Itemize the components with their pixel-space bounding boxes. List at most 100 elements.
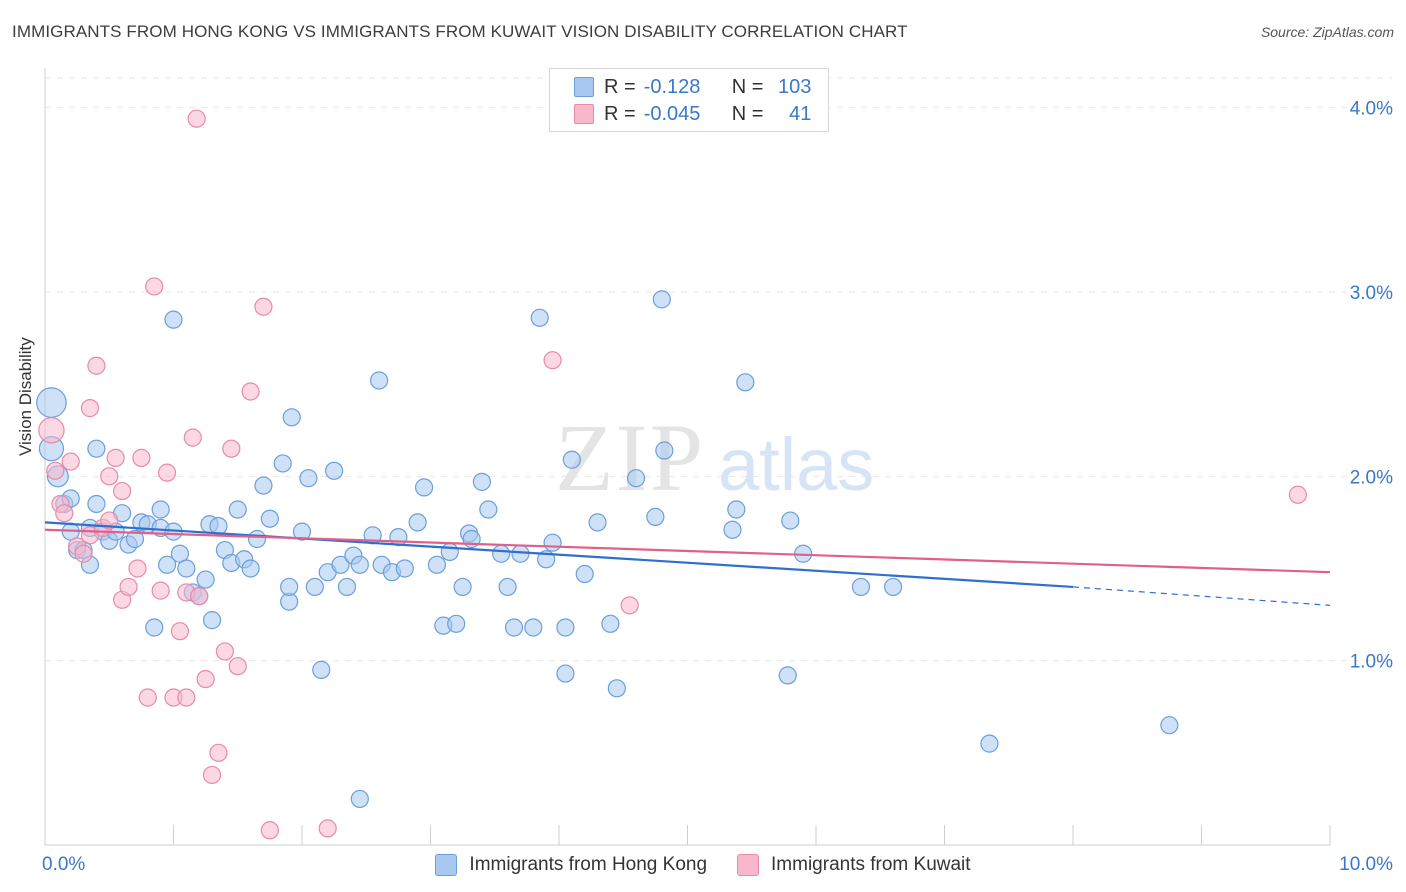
hong-kong-point — [331, 555, 350, 574]
kuwait-point — [620, 596, 639, 615]
legend-swatch-hong-kong — [574, 77, 594, 97]
kuwait-point — [119, 577, 138, 597]
hong-kong-point — [337, 577, 357, 597]
hong-kong-point — [556, 664, 575, 683]
hong-kong-point — [607, 679, 626, 698]
n-label: N = — [731, 75, 764, 98]
hong-kong-point — [280, 577, 299, 597]
watermark-atlas: atlas — [718, 423, 874, 506]
hong-kong-point — [492, 544, 511, 563]
hong-kong-point — [395, 559, 414, 578]
kuwait-point — [61, 452, 80, 471]
hong-kong-point — [778, 666, 797, 685]
r-label: R = — [604, 102, 636, 125]
kuwait-point — [196, 669, 215, 689]
hong-kong-point — [145, 618, 164, 637]
hong-kong-trend-extension — [1072, 586, 1331, 606]
kuwait-point — [215, 642, 234, 661]
hong-kong-point — [736, 373, 755, 392]
hong-kong-point — [980, 734, 999, 753]
kuwait-trend-line — [44, 528, 1331, 574]
hong-kong-point — [472, 472, 491, 491]
hong-kong-point — [228, 500, 247, 519]
hong-kong-point — [350, 789, 369, 809]
kuwait-point — [55, 504, 74, 523]
hong-kong-point — [440, 542, 459, 562]
kuwait-point — [222, 439, 241, 458]
hong-kong-point — [883, 577, 903, 597]
hong-kong-point — [157, 555, 177, 574]
kuwait-point — [157, 463, 177, 482]
hong-kong-point — [575, 564, 594, 584]
kuwait-point — [112, 481, 132, 501]
hong-kong-point — [453, 577, 472, 597]
hong-kong-point — [254, 476, 273, 495]
hong-kong-point — [626, 469, 646, 488]
scatter-points — [36, 109, 1307, 840]
hong-kong-trend-line — [44, 521, 1074, 589]
n-value: 103 — [778, 75, 812, 98]
kuwait-point — [190, 587, 209, 606]
hong-kong-point — [652, 290, 671, 309]
hong-kong-point — [36, 387, 67, 418]
kuwait-point — [543, 351, 562, 370]
legend-item-kuwait: Immigrants from Kuwait — [737, 850, 971, 880]
hong-kong-point — [202, 611, 222, 630]
hong-kong-point — [427, 555, 447, 574]
hong-kong-point — [196, 570, 215, 589]
legend-row-kuwait: R = -0.045 N = 41 — [574, 100, 811, 128]
hong-kong-point — [292, 522, 312, 541]
kuwait-point — [132, 448, 151, 467]
kuwait-point — [1288, 485, 1307, 504]
kuwait-point — [87, 356, 106, 375]
trend-lines — [44, 521, 1331, 606]
hong-kong-point — [504, 618, 524, 637]
y-tick-labels: 1.0% 2.0% 3.0% 4.0% — [1350, 99, 1393, 673]
kuwait-point — [100, 467, 119, 486]
stats-legend: R = -0.128 N = 103 R = -0.045 N = 41 — [549, 68, 829, 132]
hong-kong-point — [851, 577, 871, 597]
hong-kong-point — [87, 494, 106, 514]
kuwait-point — [228, 657, 247, 676]
kuwait-point — [128, 559, 147, 578]
kuwait-point — [183, 428, 202, 447]
hong-kong-point — [1160, 716, 1179, 735]
x-tick-label: 0.0% — [42, 854, 85, 875]
hong-kong-point — [524, 618, 543, 637]
kuwait-point — [151, 581, 170, 600]
hong-kong-point — [125, 529, 145, 549]
hong-kong-point — [87, 439, 106, 458]
y-tick-label: 1.0% — [1350, 652, 1393, 673]
hong-kong-point — [282, 408, 301, 427]
hong-kong-point — [350, 555, 369, 574]
kuwait-point — [187, 109, 206, 128]
hong-kong-point — [727, 500, 746, 519]
r-value: -0.045 — [643, 102, 701, 125]
legend-swatch-kuwait — [737, 854, 760, 876]
kuwait-point — [106, 448, 125, 467]
kuwait-point — [138, 688, 157, 707]
kuwait-point — [241, 382, 260, 401]
legend-row-hong-kong: R = -0.128 N = 103 — [574, 73, 811, 101]
hong-kong-point — [562, 450, 581, 469]
hong-kong-point — [370, 371, 389, 390]
hong-kong-point — [151, 500, 170, 519]
hong-kong-point — [260, 509, 279, 528]
watermark: ZIP atlas — [555, 404, 874, 511]
source-label: Source: ZipAtlas.com — [1260, 24, 1394, 40]
kuwait-point — [318, 819, 337, 838]
r-value: -0.128 — [643, 75, 701, 98]
hong-kong-point — [325, 461, 344, 480]
kuwait-point — [209, 743, 228, 762]
legend-label: Immigrants from Kuwait — [771, 854, 971, 875]
kuwait-point — [177, 688, 196, 707]
x-tick-labels: 0.0% 10.0% — [42, 854, 1393, 875]
hong-kong-point — [646, 507, 665, 526]
series-legend: Immigrants from Hong Kong Immigrants fro… — [0, 850, 1406, 880]
hong-kong-point — [781, 511, 800, 530]
kuwait-point — [260, 821, 279, 840]
r-label: R = — [604, 75, 636, 98]
hong-kong-point — [511, 544, 530, 563]
hong-kong-point — [164, 310, 183, 329]
hong-kong-point — [723, 520, 742, 539]
